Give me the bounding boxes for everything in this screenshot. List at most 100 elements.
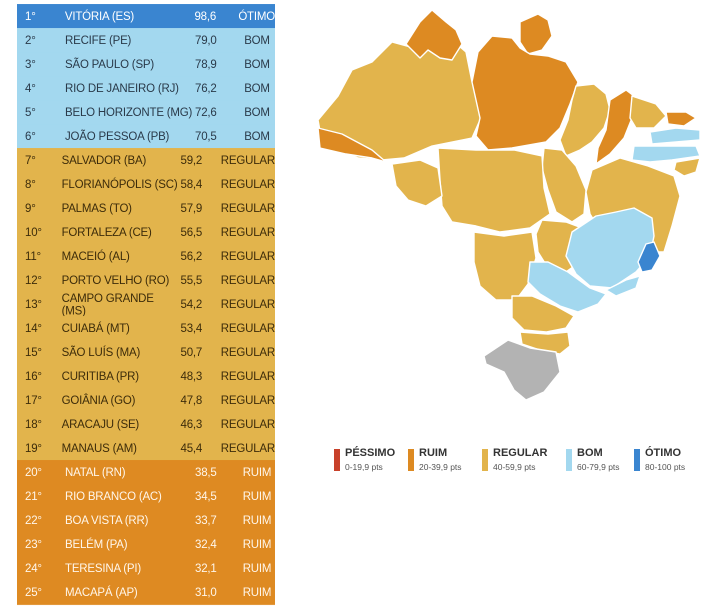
legend-label: BOM — [577, 447, 603, 459]
table-row: 17° GOIÂNIA (GO) 47,8 REGULAR — [17, 388, 275, 414]
table-row: 12° PORTO VELHO (RO) 55,5 REGULAR — [17, 268, 275, 294]
status-cell: REGULAR — [220, 297, 275, 311]
rank-cell: 23° — [25, 537, 42, 551]
status-cell: REGULAR — [220, 345, 275, 359]
status-cell: BOM — [244, 81, 270, 95]
rank-cell: 4° — [25, 81, 36, 95]
rank-cell: 6° — [25, 129, 36, 143]
state-pi — [595, 89, 635, 165]
city-cell: PALMAS (TO) — [61, 201, 132, 215]
status-cell: REGULAR — [220, 441, 275, 455]
table-row: 22° BOA VISTA (RR) 33,7 RUIM — [17, 508, 275, 534]
rank-cell: 9° — [25, 201, 36, 215]
score-cell: 50,7 — [180, 345, 203, 359]
rank-cell: 18° — [25, 417, 42, 431]
table-row: 19° MANAUS (AM) 45,4 REGULAR — [17, 436, 275, 462]
status-cell: REGULAR — [220, 201, 275, 215]
status-cell: RUIM — [242, 513, 272, 527]
city-cell: SÃO LUÍS (MA) — [61, 345, 141, 359]
city-cell: BOA VISTA (RR) — [65, 513, 149, 527]
state-pb — [649, 127, 701, 145]
legend: PÉSSIMO 0-19,9 pts RUIM 20-39,9 pts REGULAR 4… — [334, 447, 714, 483]
rank-cell: 17° — [25, 393, 42, 407]
score-cell: 32,1 — [195, 561, 217, 575]
status-cell: RUIM — [242, 585, 272, 599]
legend-range: 80-100 pts — [645, 462, 686, 472]
city-cell: PORTO VELHO (RO) — [61, 273, 170, 287]
state-mg — [565, 207, 655, 289]
score-cell: 38,5 — [195, 465, 217, 479]
score-cell: 56,5 — [180, 225, 203, 239]
score-cell: 79,0 — [195, 33, 217, 47]
city-cell: BELÉM (PA) — [65, 537, 128, 551]
score-cell: 72,6 — [195, 105, 217, 119]
city-cell: RIO DE JANEIRO (RJ) — [65, 81, 179, 95]
city-cell: SALVADOR (BA) — [61, 153, 147, 167]
rank-cell: 11° — [25, 249, 41, 263]
status-cell: RUIM — [242, 465, 272, 479]
legend-range: 20-39,9 pts — [419, 462, 462, 472]
table-row: 4° RIO DE JANEIRO (RJ) 76,2 BOM — [17, 76, 275, 102]
score-cell: 56,2 — [180, 249, 203, 263]
city-cell: GOIÂNIA (GO) — [61, 393, 136, 407]
state-ms — [473, 231, 537, 301]
table-row: 10° FORTALEZA (CE) 56,5 REGULAR — [17, 220, 275, 246]
status-cell: RUIM — [242, 537, 272, 551]
status-cell: BOM — [244, 33, 270, 47]
table-row: 6° JOÃO PESSOA (PB) 70,5 BOM — [17, 124, 275, 150]
city-cell: CAMPO GRANDE (MS) — [61, 291, 154, 318]
state-es — [637, 241, 661, 273]
state-ce — [629, 95, 667, 129]
table-row: 13° CAMPO GRANDE (MS) 54,2 REGULAR — [17, 292, 275, 318]
table-row: 1° VITÓRIA (ES) 98,6 ÓTIMO — [17, 4, 275, 30]
table-row: 9° PALMAS (TO) 57,9 REGULAR — [17, 196, 275, 222]
city-cell: MACEIÓ (AL) — [61, 249, 130, 263]
city-cell: RIO BRANCO (AC) — [65, 489, 162, 503]
score-cell: 47,8 — [180, 393, 203, 407]
city-cell: CURITIBA (PR) — [61, 369, 139, 383]
city-cell: MACAPÁ (AP) — [65, 585, 138, 599]
status-cell: ÓTIMO — [238, 9, 276, 23]
rank-cell: 5° — [25, 105, 36, 119]
table-row: 24° TERESINA (PI) 32,1 RUIM — [17, 556, 275, 582]
table-row: 5° BELO HORIZONTE (MG) 72,6 BOM — [17, 100, 275, 126]
city-cell: FORTALEZA (CE) — [61, 225, 152, 239]
status-cell: RUIM — [242, 489, 272, 503]
status-cell: BOM — [244, 57, 270, 71]
rank-cell: 19° — [25, 441, 42, 455]
city-cell: CUIABÁ (MT) — [61, 321, 130, 335]
state-pe — [631, 145, 701, 163]
legend-swatch — [482, 449, 488, 471]
status-cell: REGULAR — [220, 273, 275, 287]
rank-cell: 22° — [25, 513, 42, 527]
rank-cell: 20° — [25, 465, 42, 479]
state-sp — [527, 261, 607, 313]
score-cell: 70,5 — [195, 129, 217, 143]
score-cell: 31,0 — [195, 585, 217, 599]
status-cell: REGULAR — [220, 249, 275, 263]
legend-swatch — [566, 449, 572, 471]
city-cell: MANAUS (AM) — [61, 441, 137, 455]
rank-cell: 7° — [25, 153, 36, 167]
ranking-table: 1° VITÓRIA (ES) 98,6 ÓTIMO 2° RECIFE (PE) 79,0… — [17, 4, 275, 606]
score-cell: 48,3 — [180, 369, 203, 383]
table-row: 18° ARACAJU (SE) 46,3 REGULAR — [17, 412, 275, 438]
rank-cell: 21° — [25, 489, 42, 503]
status-cell: BOM — [244, 129, 270, 143]
state-mt — [437, 147, 551, 233]
status-cell: REGULAR — [220, 369, 275, 383]
rank-cell: 8° — [25, 177, 36, 191]
rank-cell: 16° — [25, 369, 42, 383]
city-cell: FLORIANÓPOLIS (SC) — [61, 177, 178, 191]
state-ro — [391, 159, 443, 207]
score-cell: 33,7 — [195, 513, 217, 527]
status-cell: REGULAR — [220, 393, 275, 407]
city-cell: TERESINA (PI) — [65, 561, 141, 575]
brazil-map — [317, 9, 701, 401]
score-cell: 59,2 — [180, 153, 203, 167]
status-cell: BOM — [244, 105, 270, 119]
rank-cell: 13° — [25, 297, 42, 311]
score-cell: 78,9 — [195, 57, 217, 71]
state-pr — [511, 295, 575, 333]
score-cell: 32,4 — [195, 537, 217, 551]
